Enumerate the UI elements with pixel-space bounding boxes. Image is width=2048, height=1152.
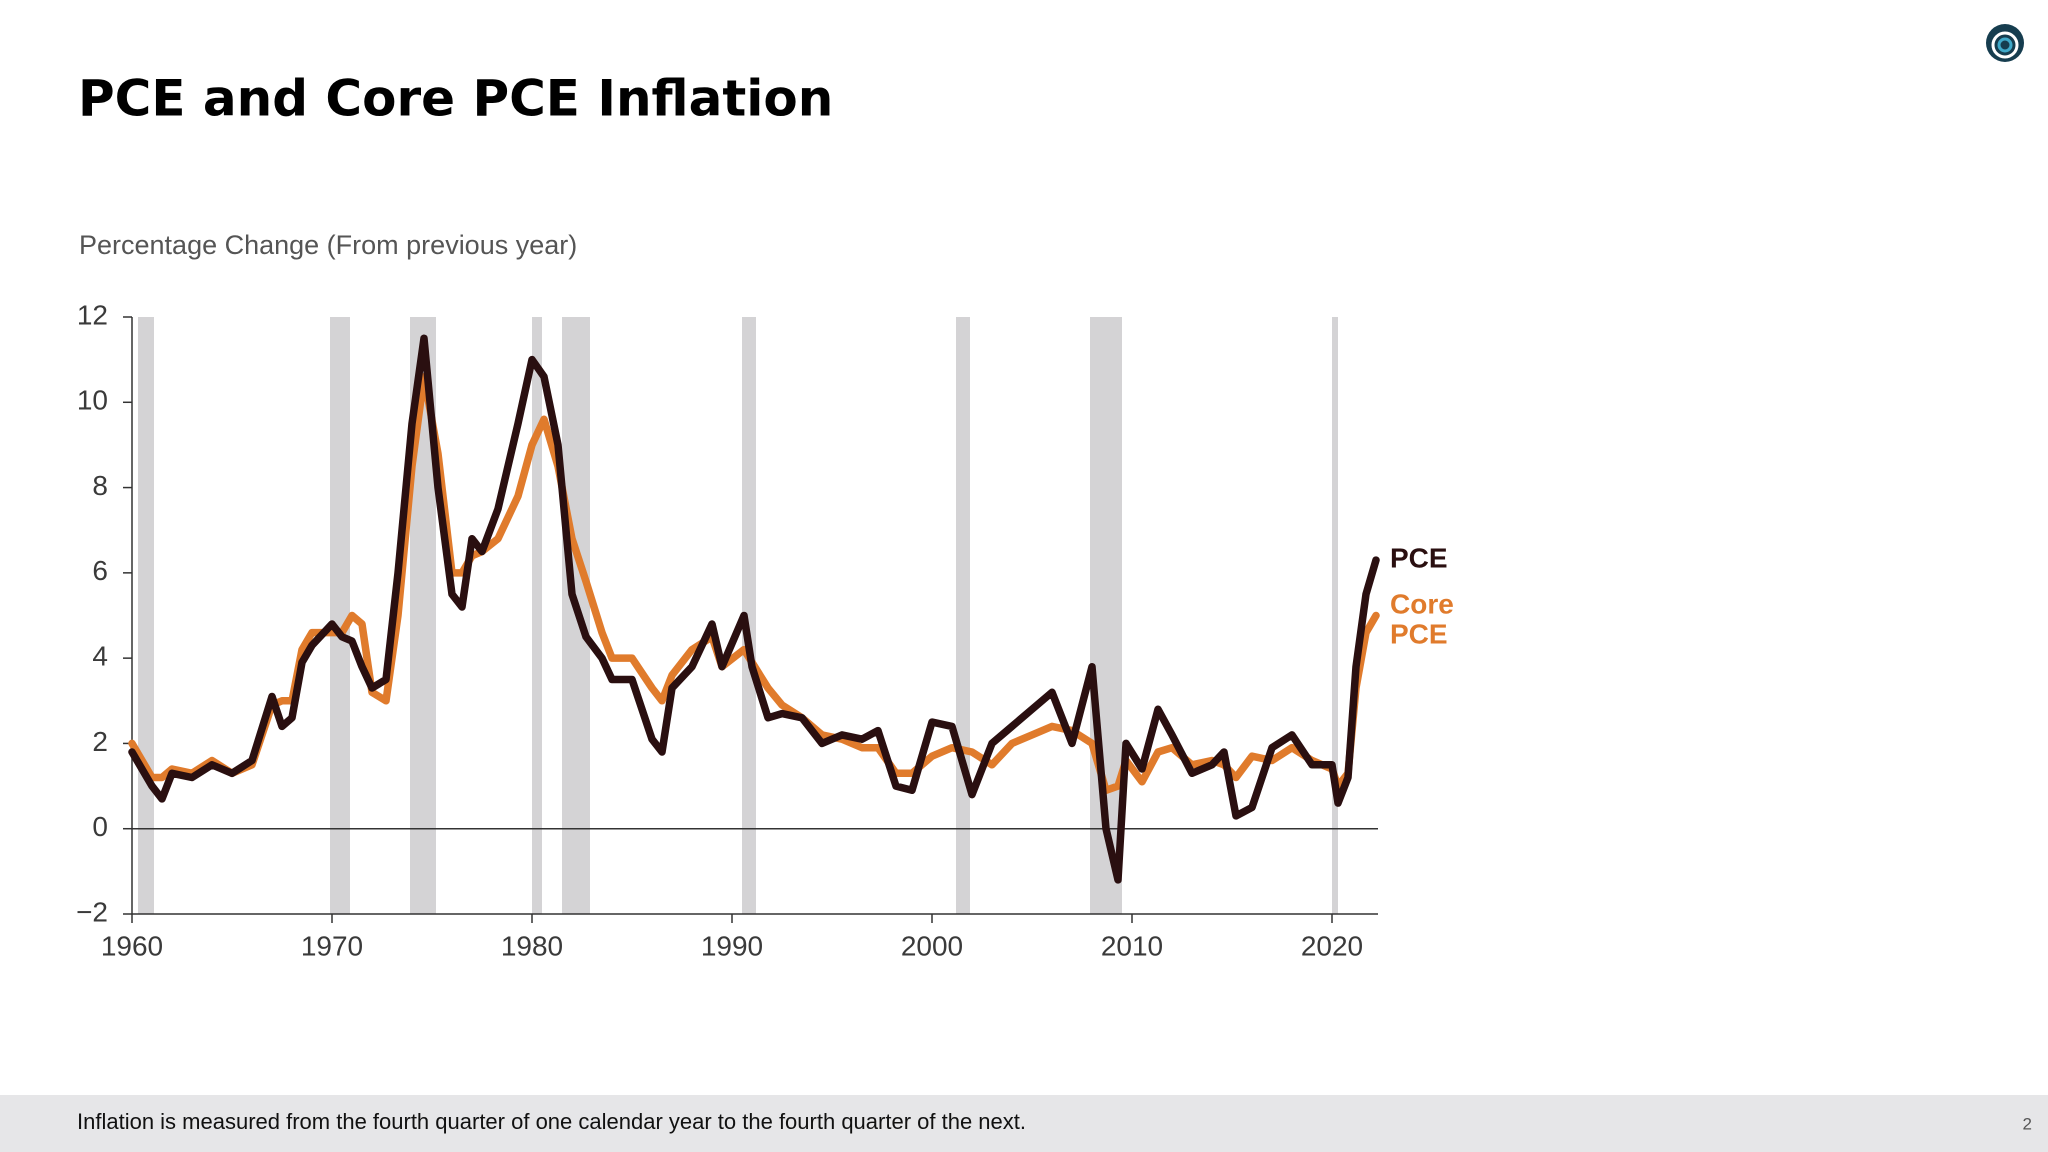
recession-band [1332,317,1338,914]
recession-band [956,317,970,914]
y-tick-label: 12 [77,299,108,330]
series-label: Core PCE [1390,589,1454,650]
y-tick-label: 0 [92,811,108,842]
y-tick-label: 2 [92,726,108,757]
x-tick-label: 2000 [901,930,963,961]
y-tick-label: 4 [92,641,108,672]
y-tick-label: 8 [92,470,108,501]
x-tick-label: 1970 [301,930,363,961]
y-axis-label: Percentage Change (From previous year) [79,230,577,260]
footer-note: Inflation is measured from the fourth qu… [77,1109,1026,1134]
x-tick-label: 2010 [1101,930,1163,961]
recession-band [138,317,154,914]
page-number: 2 [2023,1114,2032,1133]
logo [1986,24,2024,62]
y-tick-label: −2 [76,896,108,927]
y-tick-label: 6 [92,555,108,586]
x-tick-label: 2020 [1301,930,1363,961]
recession-band [330,317,350,914]
footer-band [0,1095,2048,1152]
y-tick-label: 10 [77,385,108,416]
x-tick-label: 1990 [701,930,763,961]
series-label: PCE [1390,542,1448,573]
x-tick-label: 1980 [501,930,563,961]
series-line [128,334,1380,884]
recession-band [742,317,756,914]
slide-title: PCE and Core PCE Inflation [78,70,833,128]
recession-band [532,317,542,914]
x-tick-label: 1960 [101,930,163,961]
